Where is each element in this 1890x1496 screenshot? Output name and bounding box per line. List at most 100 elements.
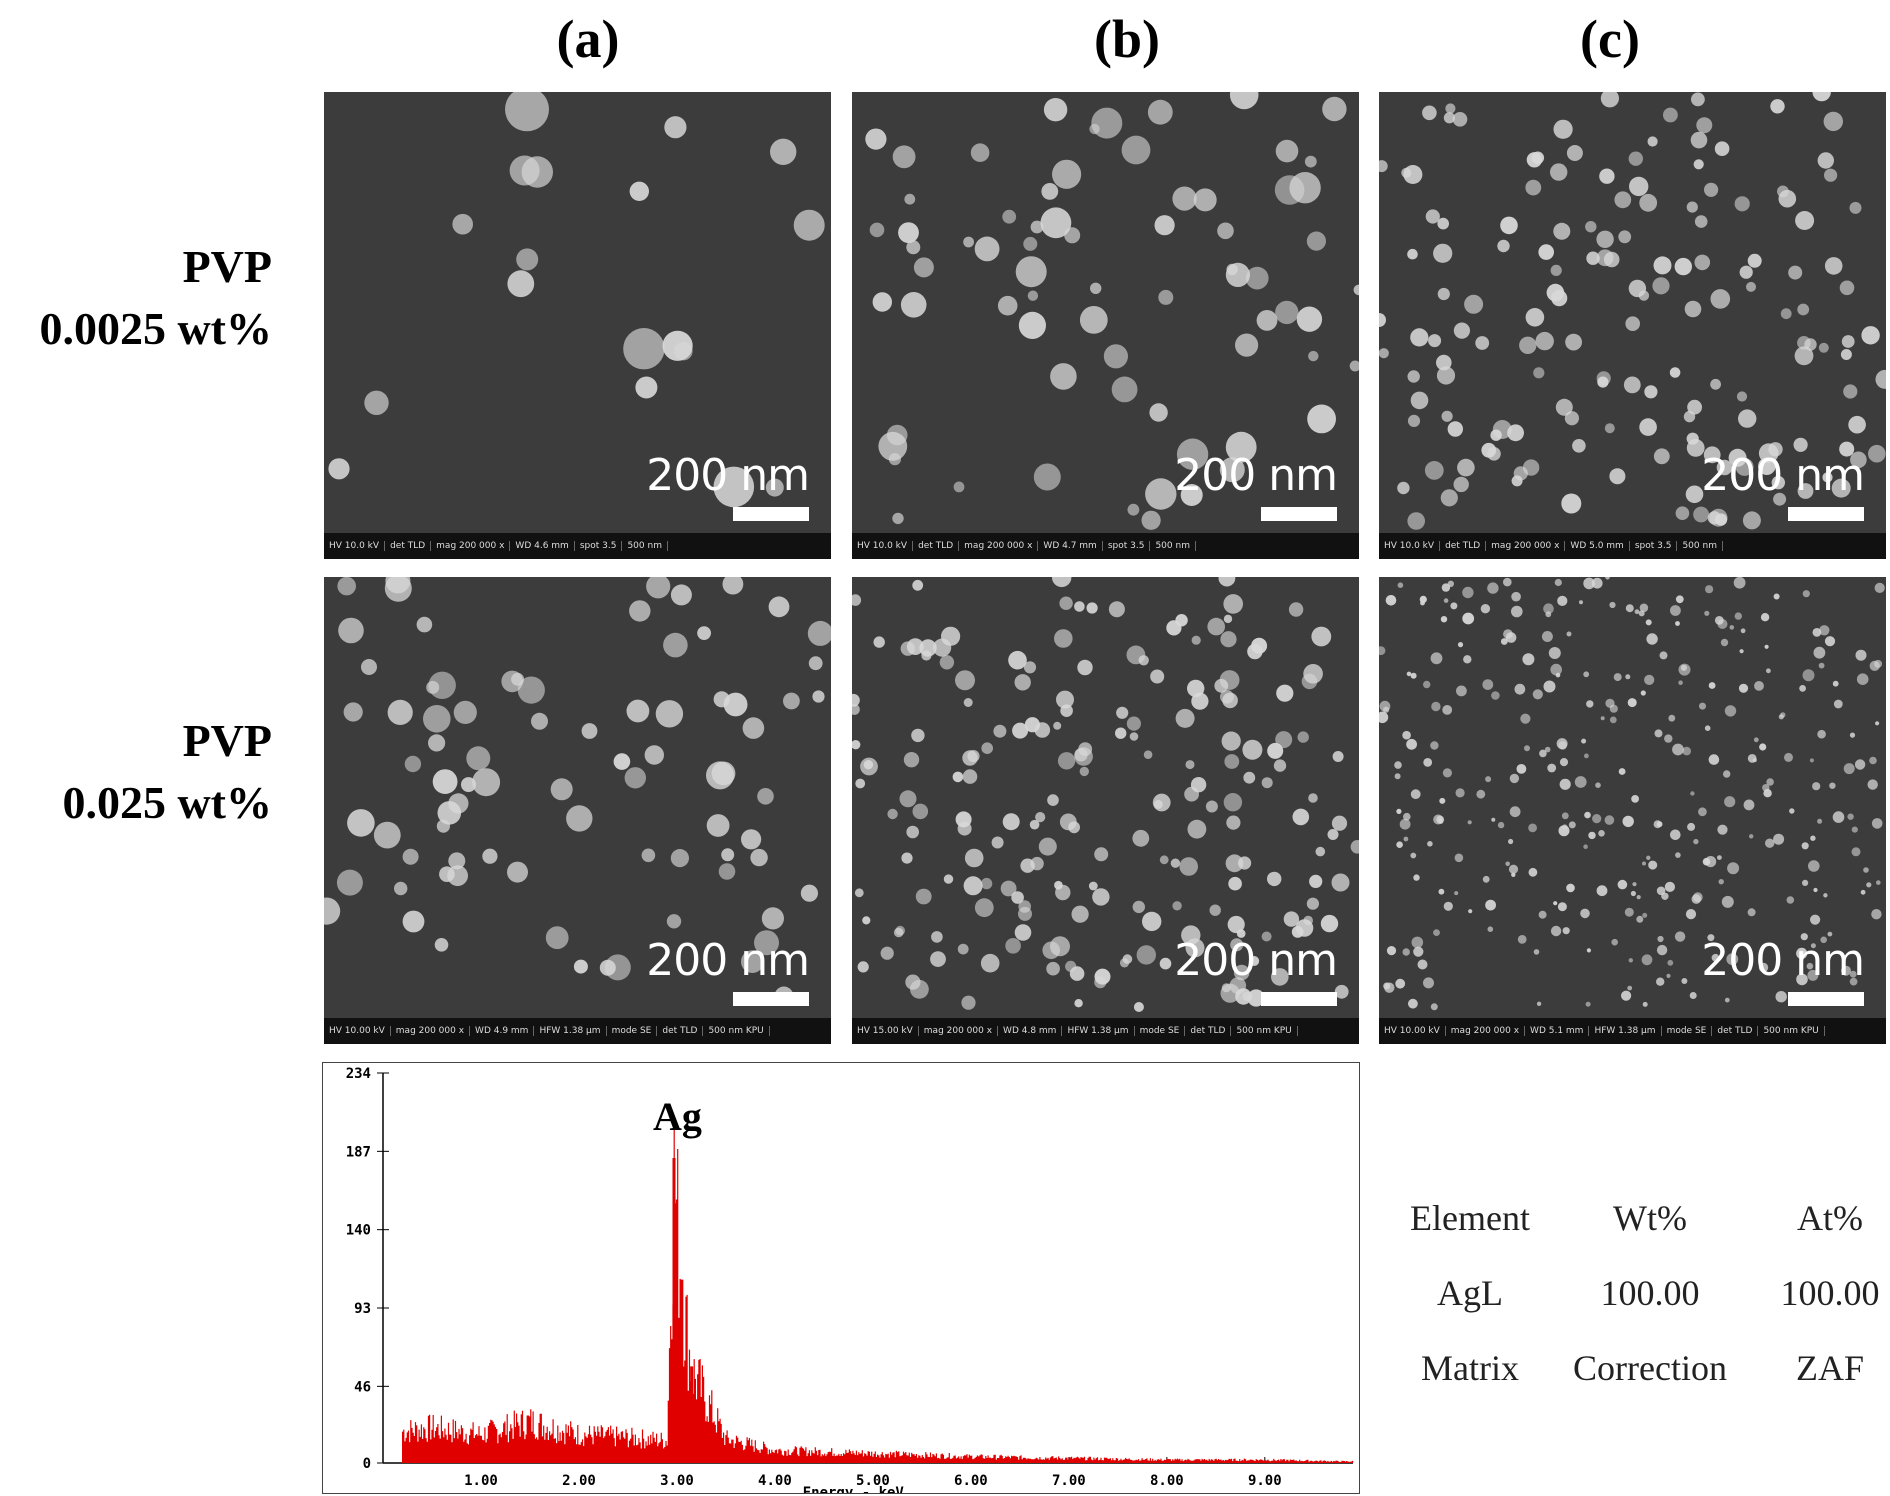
nanoparticle [1425, 209, 1440, 224]
nanoparticle [1848, 415, 1866, 434]
nanoparticle [1219, 457, 1245, 483]
nanoparticle [1824, 636, 1836, 647]
nanoparticle [854, 888, 864, 898]
nanoparticle [1532, 689, 1543, 700]
nanoparticle [886, 424, 908, 446]
nanoparticle [1686, 432, 1699, 445]
nanoparticle [1224, 754, 1240, 769]
nanoparticle [338, 617, 364, 644]
nanoparticle [1119, 958, 1130, 968]
nanoparticle [1704, 182, 1719, 197]
nanoparticle [1789, 808, 1795, 814]
nanoparticle [952, 771, 964, 783]
nanoparticle [1596, 230, 1614, 248]
nanoparticle [531, 712, 548, 730]
nanoparticle [1015, 256, 1047, 288]
nanoparticle [1221, 731, 1241, 751]
scale-bar [1261, 507, 1337, 521]
nanoparticle [963, 876, 983, 896]
column-label-c: (c) [1580, 9, 1640, 69]
nanoparticle [1696, 117, 1713, 134]
nanoparticle [1410, 672, 1417, 679]
nanoparticle [1150, 669, 1165, 684]
databar-field: det TLD [1712, 1026, 1759, 1036]
nanoparticle [1628, 958, 1633, 963]
scale-label: 200 nm [1701, 450, 1865, 501]
nanoparticle [426, 680, 440, 694]
nanoparticle [1550, 163, 1568, 181]
nanoparticle [1639, 193, 1658, 212]
nanoparticle [1410, 391, 1429, 410]
table-cell: Correction [1573, 1347, 1727, 1388]
nanoparticle [505, 92, 549, 132]
nanoparticle [1613, 673, 1622, 682]
nanoparticle [566, 805, 593, 832]
nanoparticle [1229, 977, 1247, 994]
nanoparticle [1675, 595, 1684, 604]
nanoparticle [1716, 459, 1733, 476]
nanoparticle [1796, 973, 1808, 986]
nanoparticle [1052, 577, 1072, 588]
nanoparticle [974, 236, 1000, 262]
nanoparticle [1692, 892, 1703, 903]
nanoparticle [1690, 131, 1708, 149]
nanoparticle [1583, 844, 1588, 849]
nanoparticle [1642, 912, 1648, 918]
nanoparticle [1743, 799, 1755, 811]
nanoparticle [1230, 938, 1244, 952]
nanoparticle [1724, 997, 1730, 1003]
nanoparticle [911, 728, 925, 743]
nanoparticle [1640, 690, 1646, 696]
nanoparticle [573, 959, 588, 974]
nanoparticle [1440, 489, 1458, 507]
nanoparticle [1786, 896, 1795, 904]
nanoparticle [1052, 159, 1082, 189]
nanoparticle [1086, 602, 1098, 614]
nanoparticle [1618, 768, 1626, 775]
nanoparticle [1159, 957, 1172, 970]
nanoparticle [1572, 439, 1586, 453]
nanoparticle [1079, 306, 1108, 334]
nanoparticle [800, 884, 818, 902]
nanoparticle [1538, 244, 1554, 260]
nanoparticle [865, 128, 887, 150]
nanoparticle [1261, 777, 1273, 789]
nanoparticle [1600, 716, 1605, 721]
nanoparticle [1401, 167, 1412, 178]
particle-layer [328, 92, 825, 508]
column-label-a: (a) [556, 9, 620, 69]
nanoparticle [550, 778, 573, 801]
databar-field: WD 4.8 mm [998, 1026, 1063, 1036]
nanoparticle [432, 769, 458, 794]
nanoparticle [1042, 941, 1060, 960]
nanoparticle [1089, 123, 1100, 135]
nanoparticle [1423, 977, 1434, 989]
nanoparticle [1133, 1002, 1144, 1012]
nanoparticle [1763, 789, 1772, 798]
nanoparticle [1636, 915, 1644, 923]
sem-image-b1: 200 nm HV 10.0 kV det TLD mag 200 000 x WD … [852, 92, 1359, 559]
nanoparticle [1108, 601, 1125, 618]
databar-field: mag 200 000 x [1486, 541, 1566, 551]
nanoparticle [1809, 758, 1814, 763]
nanoparticle [1747, 253, 1762, 268]
nanoparticle [1424, 461, 1444, 480]
nanoparticle [1132, 900, 1145, 914]
nanoparticle [1413, 946, 1424, 957]
nanoparticle [1505, 861, 1510, 867]
nanoparticle [1644, 385, 1658, 399]
nanoparticle [1583, 671, 1590, 678]
nanoparticle [1685, 485, 1704, 504]
nanoparticle [1497, 821, 1505, 829]
nanoparticle [1664, 881, 1675, 892]
nanoparticle [1868, 444, 1886, 463]
nanoparticle [1829, 782, 1836, 789]
nanoparticle [1136, 945, 1156, 965]
nanoparticle [1315, 846, 1326, 857]
nanoparticle [1851, 826, 1858, 833]
nanoparticle [1721, 895, 1734, 908]
nanoparticle [1276, 684, 1294, 702]
nanoparticle [869, 222, 885, 238]
table-header-row: Element Wt% At% [1380, 1180, 1890, 1255]
nanoparticle [1724, 796, 1736, 808]
